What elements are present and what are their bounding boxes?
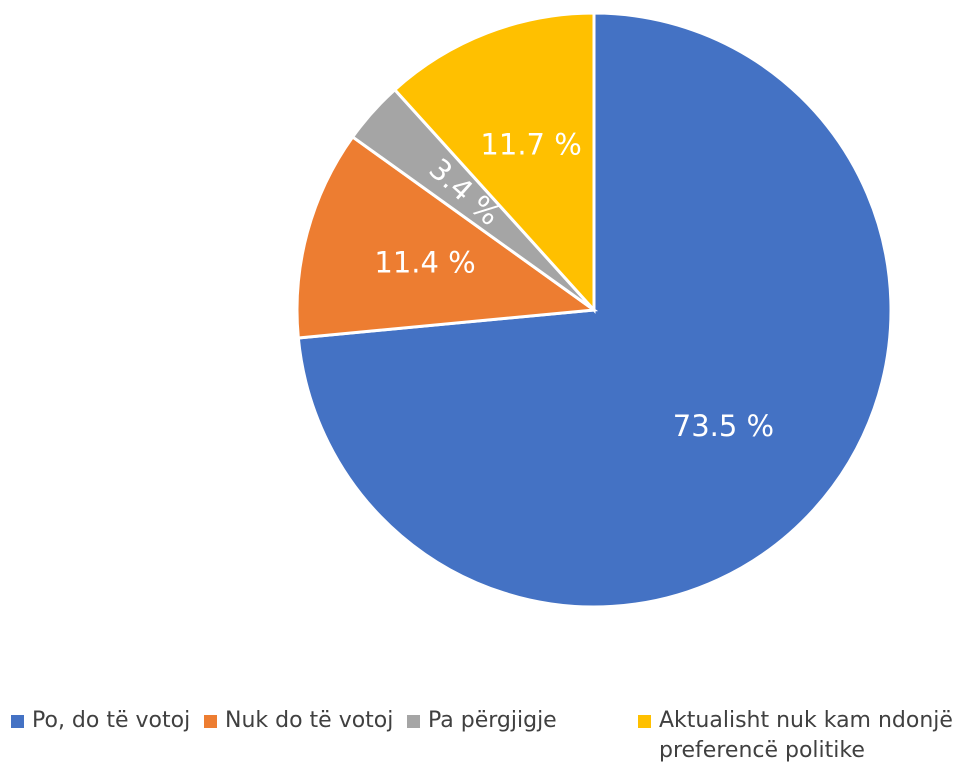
legend-swatch	[638, 715, 651, 728]
legend-label: Po, do të votoj	[32, 708, 191, 733]
legend-item-po-do-te-votoj: Po, do të votoj	[11, 706, 190, 736]
legend-swatch	[11, 715, 24, 728]
slice-data-label-3: 11.7 %	[480, 128, 581, 162]
legend-label: Aktualisht nuk kam ndonjë preferencë pol…	[659, 708, 953, 763]
slice-data-label-0: 73.5 %	[673, 409, 774, 443]
legend-label: Pa përgjigje	[428, 708, 557, 733]
legend-swatch	[407, 715, 420, 728]
slice-data-label-1: 11.4 %	[374, 245, 475, 279]
pie-slice-1	[295, 134, 599, 340]
legend: Po, do të votoj Nuk do të votoj Pa përgj…	[0, 706, 961, 766]
legend-item-nuk-do-te-votoj: Nuk do të votoj	[204, 706, 393, 736]
pie-plot-area: 73.5 %11.4 %3.4 %11.7 %	[295, 11, 893, 609]
legend-label: Nuk do të votoj	[225, 708, 394, 733]
legend-item-aktualisht: Aktualisht nuk kam ndonjë preferencë pol…	[638, 706, 958, 766]
pie-slice-3	[392, 11, 596, 314]
legend-swatch	[204, 715, 217, 728]
pie-slices	[295, 11, 893, 609]
legend-item-pa-pergjigje: Pa përgjigje	[407, 706, 557, 736]
